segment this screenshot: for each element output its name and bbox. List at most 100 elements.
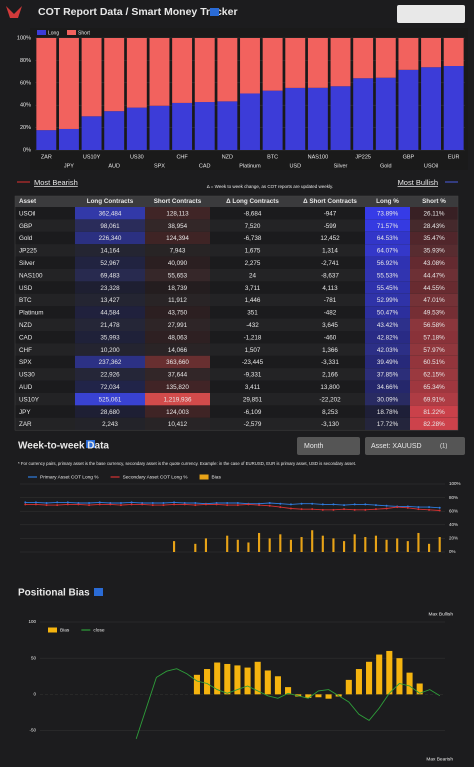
legend-swatch [37, 30, 46, 35]
period-dropdown[interactable] [297, 437, 360, 455]
y-tick-label: 80% [20, 58, 31, 64]
cot-table: Asset Long Contracts Short Contracts Δ Long… [14, 195, 459, 431]
section-title: Week-to-week Data [18, 441, 109, 452]
table-cell: -482 [324, 310, 337, 317]
table-cell: 3,411 [245, 384, 261, 391]
cell-shade [365, 269, 410, 282]
bar [355, 669, 362, 695]
table-row [15, 219, 458, 232]
line-point [151, 502, 154, 505]
table-cell: 1,314 [322, 248, 338, 255]
table-cell: NAS100 [19, 272, 43, 279]
legend-swatch [67, 30, 76, 35]
cell-shade [145, 368, 210, 381]
table-cell: 3,711 [245, 285, 261, 292]
line-point [300, 502, 303, 505]
y-tick-label: 50 [31, 655, 37, 660]
bar [364, 537, 367, 552]
table-cell: 43,750 [168, 310, 188, 317]
bar [366, 661, 373, 695]
table-cell: -947 [324, 210, 337, 217]
line-point [236, 504, 239, 507]
table-cell: 3,645 [322, 322, 338, 329]
y-tick-label: 60% [449, 508, 458, 513]
line-point [66, 503, 69, 506]
table-cell: 24 [249, 272, 257, 279]
legend-label: Bias [212, 474, 222, 480]
cell-shade [365, 306, 410, 319]
line-point [247, 503, 250, 506]
column-header: Δ Long Contracts [226, 198, 279, 205]
y-tick-label: 0% [449, 549, 456, 554]
bar [416, 683, 423, 695]
table-cell: 21,478 [100, 322, 120, 329]
bar-segment [262, 38, 283, 91]
table-cell: 82.28% [423, 421, 445, 428]
y-tick-label: 100 [28, 619, 36, 624]
line-point [45, 502, 48, 505]
table-cell: 226,340 [99, 235, 122, 242]
table-cell: 18.78% [377, 409, 399, 416]
line-point [24, 503, 27, 506]
asset-label: Asset: XAUUSD [371, 443, 422, 450]
line-point [332, 503, 335, 506]
table-row [15, 368, 458, 381]
info-icon [210, 8, 219, 16]
cell-shade [145, 306, 210, 319]
table-cell: 28.43% [423, 223, 445, 230]
line-point [45, 504, 48, 507]
x-tick-label: NZD [222, 154, 233, 160]
bar-segment [240, 38, 260, 94]
x-tick-label: USD [289, 163, 301, 169]
x-tick-label: BTC [267, 154, 278, 160]
line-point [109, 503, 112, 506]
bar [204, 669, 211, 695]
line-point [428, 506, 431, 509]
table-cell: 13,427 [100, 297, 120, 304]
bar-segment [104, 38, 125, 112]
table-cell: 1,446 [245, 297, 261, 304]
cell-shade [75, 368, 145, 381]
x-tick-label: ZAR [41, 154, 52, 160]
y-tick-label: 60% [20, 80, 31, 86]
bar [325, 694, 332, 699]
line-point [77, 503, 80, 506]
line-point [194, 504, 197, 507]
cell-shade [410, 244, 458, 257]
legend-swatch [199, 474, 209, 480]
table-cell: 57.18% [423, 334, 445, 341]
table-cell: 13,800 [320, 384, 340, 391]
bar [353, 534, 356, 552]
logo [6, 6, 22, 18]
line-point [353, 508, 356, 511]
cell-shade [410, 293, 458, 307]
bar-segment [58, 128, 79, 150]
bar-segment [307, 87, 328, 150]
cell-shade [75, 269, 145, 282]
cell-shade [75, 306, 145, 319]
table-cell: 69.91% [423, 396, 445, 403]
bar-segment [240, 93, 260, 150]
cell-shade [410, 380, 458, 393]
table-cell: 71.57% [377, 223, 399, 230]
table-row [15, 405, 458, 418]
table-cell: 4,113 [322, 285, 338, 292]
table-cell: 40,090 [168, 260, 188, 267]
line-point [119, 502, 122, 505]
table-row [15, 380, 458, 393]
line-point [88, 504, 91, 507]
table-row [15, 343, 458, 356]
column-header: Δ Short Contracts [303, 198, 357, 205]
line-point [162, 504, 165, 507]
table-cell: 69,483 [100, 272, 120, 279]
table-cell: -460 [324, 334, 337, 341]
currency-dropdown[interactable] [397, 5, 465, 23]
bar-segment [421, 38, 442, 68]
line-point [268, 504, 271, 507]
table-cell: 362,484 [99, 210, 122, 217]
cell-shade [365, 256, 410, 269]
asset-dropdown[interactable] [365, 437, 465, 455]
cell-shade [145, 318, 210, 331]
table-cell: 52,967 [100, 260, 120, 267]
period-label: Month [304, 443, 324, 450]
